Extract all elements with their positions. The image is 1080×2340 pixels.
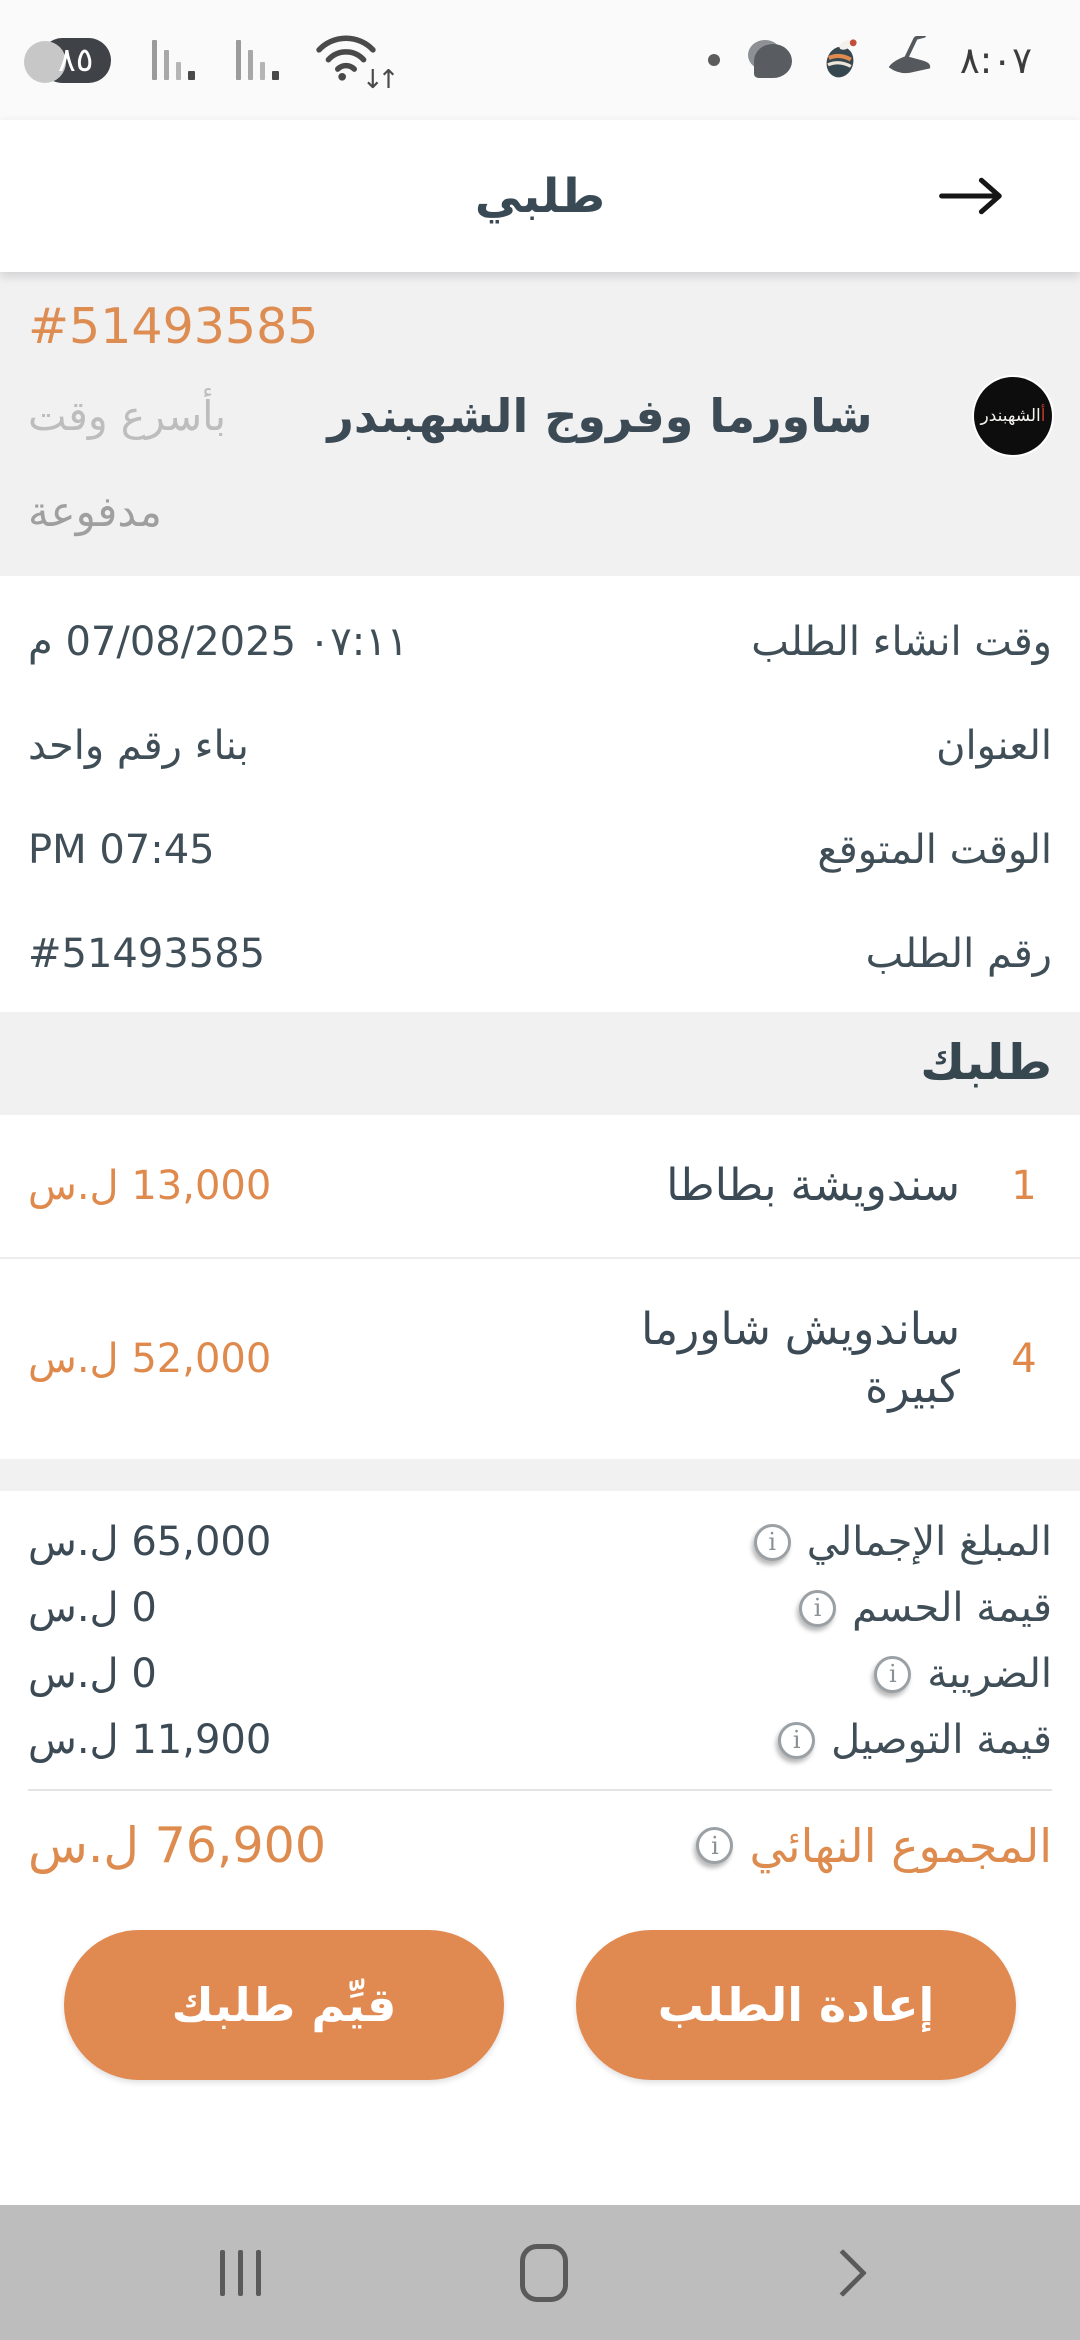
detail-row-created-time: وقت انشاء الطلب ٠٧:١١ 07/08/2025 م: [28, 590, 1052, 694]
item-name: سندويشة بطاطا: [666, 1160, 960, 1211]
detail-label: الوقت المتوقع: [817, 827, 1052, 873]
info-icon[interactable]: [696, 1827, 734, 1865]
wifi-icon: ↓↑: [313, 29, 399, 95]
restaurant-logo: أالشهبندر: [974, 377, 1052, 455]
totals-row-discount: قيمة الحسم 0 ل.س: [28, 1575, 1052, 1641]
order-items-list: 1 سندويشة بطاطا 13,000 ل.س 4 ساندويش شاو…: [0, 1115, 1080, 1460]
order-item: 4 ساندويش شاورما كبيرة 52,000 ل.س: [0, 1257, 1080, 1459]
section-divider: [0, 1459, 1080, 1492]
android-navigation-bar: [0, 2205, 1080, 2340]
battery-icon: ٨٥: [23, 37, 112, 83]
reorder-button[interactable]: إعادة الطلب: [576, 1930, 1016, 2081]
item-name: ساندويش شاورما كبيرة: [641, 1304, 960, 1414]
shoe-icon: [884, 34, 934, 84]
detail-value: #51493585: [28, 931, 266, 977]
restaurant-row: أالشهبندر شاورما وفروج الشهبندر بأسرع وق…: [28, 377, 1052, 455]
recents-icon[interactable]: [210, 2240, 271, 2306]
section-title: طلبك: [920, 1034, 1052, 1091]
header: طلبي: [0, 120, 1080, 272]
notification-dot-icon: [707, 54, 720, 66]
status-bar-right: ٨:٠٧: [707, 34, 1032, 86]
wifi-traffic-arrows-icon: ↓↑: [361, 65, 399, 95]
totals-value: 11,900 ل.س: [28, 1717, 272, 1764]
action-buttons: إعادة الطلب قيِّم طلبك: [0, 1894, 1080, 2081]
your-order-section-header: طلبك: [0, 1012, 1080, 1115]
totals-section: المبلغ الإجمالي 65,000 ل.س قيمة الحسم 0 …: [0, 1491, 1080, 1774]
totals-value: 0 ل.س: [28, 1585, 157, 1632]
final-total-label: المجموع النهائي: [749, 1818, 1052, 1873]
totals-label: قيمة التوصيل: [831, 1717, 1052, 1764]
detail-row-order-number: رقم الطلب #51493585: [28, 902, 1052, 1006]
detail-value: ٠٧:١١ 07/08/2025 م: [28, 619, 409, 665]
totals-label: قيمة الحسم: [852, 1585, 1052, 1632]
status-bar-left: ٨٥ ↓↑: [23, 29, 399, 95]
totals-value: 0 ل.س: [28, 1651, 157, 1698]
signal-bars-icon: [145, 40, 196, 80]
page-title: طلبي: [474, 168, 606, 224]
totals-label: المبلغ الإجمالي: [806, 1519, 1052, 1566]
detail-row-address: العنوان بناء رقم واحد: [28, 694, 1052, 798]
final-total-value: 76,900 ل.س: [28, 1817, 327, 1875]
info-icon[interactable]: [874, 1655, 912, 1693]
item-price: 52,000 ل.س: [28, 1336, 272, 1383]
detail-label: رقم الطلب: [865, 931, 1052, 977]
back-arrow-icon[interactable]: [936, 174, 1008, 218]
payment-status-label: مدفوعة: [28, 487, 162, 536]
order-details: وقت انشاء الطلب ٠٧:١١ 07/08/2025 م العنو…: [0, 576, 1080, 1012]
totals-row-subtotal: المبلغ الإجمالي 65,000 ل.س: [28, 1509, 1052, 1575]
detail-value: بناء رقم واحد: [28, 723, 249, 769]
home-icon[interactable]: [510, 2234, 578, 2312]
detail-label: وقت انشاء الطلب: [751, 619, 1052, 665]
order-item: 1 سندويشة بطاطا 13,000 ل.س: [0, 1115, 1080, 1257]
detail-label: العنوان: [936, 723, 1052, 769]
order-id: #51493585: [28, 298, 319, 355]
chat-bubble-icon: [747, 40, 792, 80]
info-icon[interactable]: [799, 1589, 837, 1627]
final-total-row: المجموع النهائي 76,900 ل.س: [28, 1789, 1052, 1894]
totals-label: الضريبة: [927, 1651, 1052, 1698]
order-summary-card: #51493585 أالشهبندر شاورما وفروج الشهبند…: [0, 272, 1080, 576]
info-icon[interactable]: [778, 1721, 816, 1759]
item-quantity: 4: [1011, 1336, 1037, 1383]
signal-bars-icon-2: [229, 40, 280, 80]
item-price: 13,000 ل.س: [28, 1163, 272, 1210]
info-icon[interactable]: [753, 1523, 791, 1561]
detail-value: PM 07:45: [28, 827, 215, 873]
detail-row-expected-time: الوقت المتوقع PM 07:45: [28, 798, 1052, 902]
rate-order-button[interactable]: قيِّم طلبك: [64, 1930, 504, 2081]
app-mascot-icon: [818, 34, 862, 86]
status-bar: ٨٥ ↓↑: [0, 0, 1080, 120]
nav-back-chevron-icon[interactable]: [816, 2246, 870, 2300]
totals-value: 65,000 ل.س: [28, 1519, 272, 1566]
clock-text: ٨:٠٧: [959, 38, 1032, 82]
delivery-mode-label: بأسرع وقت: [28, 392, 227, 440]
totals-row-tax: الضريبة 0 ل.س: [28, 1641, 1052, 1707]
restaurant-name: شاورما وفروج الشهبندر: [327, 389, 873, 443]
item-quantity: 1: [1011, 1163, 1037, 1210]
totals-row-delivery: قيمة التوصيل 11,900 ل.س: [28, 1707, 1052, 1773]
